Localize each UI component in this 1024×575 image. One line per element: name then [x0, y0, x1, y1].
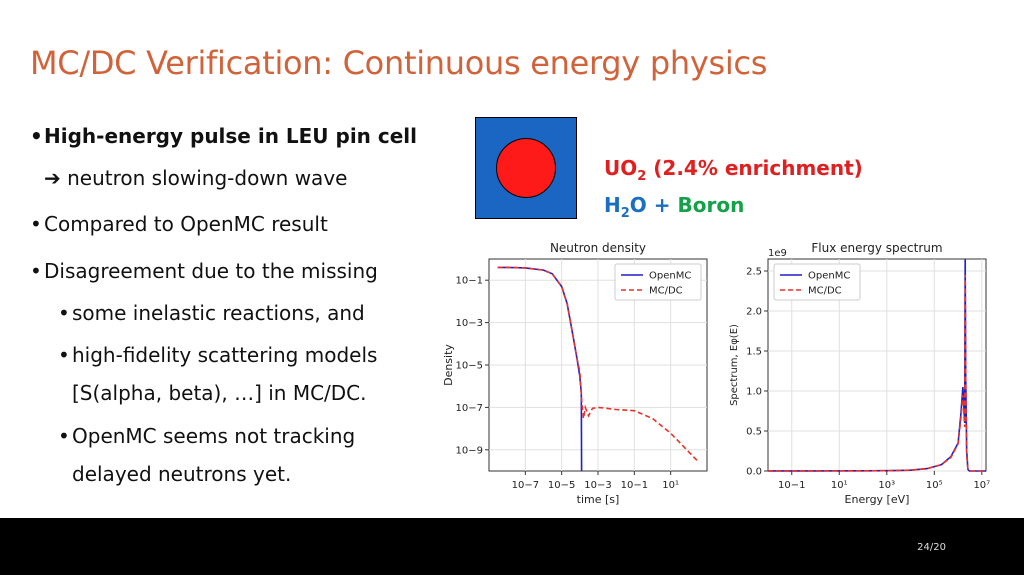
y-tick-label: 10−7 [456, 403, 483, 414]
page-number: 24/20 [917, 542, 946, 553]
x-axis-label: time [s] [577, 493, 620, 506]
x-tick-label: 10−1 [621, 480, 648, 491]
legend-box [773, 263, 861, 301]
x-tick-label: 10⁷ [973, 480, 990, 491]
legend-label: OpenMC [649, 271, 691, 282]
y-tick-label: 2.0 [746, 307, 762, 318]
series-line-mcdc [768, 274, 986, 472]
bullet-1: •High-energy pulse in LEU pin cell [30, 124, 418, 148]
legend-box [614, 263, 702, 301]
bullet-3: • Disagreement due to the missing [30, 259, 378, 283]
y-tick-label: 2.5 [746, 267, 762, 278]
y-axis-label: Spectrum, Eφ(E) [729, 324, 740, 406]
x-tick-label: 10⁵ [926, 480, 943, 491]
x-axis-label: Energy [eV] [845, 493, 910, 506]
x-tick-label: 10−5 [548, 480, 575, 491]
moderator-label: H2O + Boron [604, 193, 745, 221]
x-tick-label: 10−3 [584, 480, 611, 491]
y-tick-label: 10−9 [456, 445, 483, 456]
y-tick-label: 10−5 [456, 361, 483, 372]
offset-label: 1e9 [768, 248, 787, 259]
bullet-3a: • some inelastic reactions, and [58, 301, 365, 325]
chart-title: Flux energy spectrum [811, 241, 942, 255]
bullet-2: • Compared to OpenMC result [30, 212, 328, 236]
series-line-mcdc [497, 266, 699, 462]
neutron-density-chart: Neutron density time [s] Density 10−7 10−… [442, 241, 708, 506]
series-line-openmc [497, 266, 583, 472]
x-tick-label: 10³ [878, 480, 895, 491]
y-tick-label: 0.0 [746, 467, 762, 478]
flux-spectrum-chart: Flux energy spectrum 1e9 Energy [eV] Spe… [729, 241, 990, 506]
bullet-3b-cont: [S(alpha, beta), …] in MC/DC. [72, 381, 367, 405]
chart-title: Neutron density [550, 241, 646, 255]
y-tick-label: 10−3 [456, 318, 483, 329]
fuel-pellet [496, 138, 556, 198]
x-tick-label: 10¹ [662, 480, 679, 491]
fuel-label: UO2 (2.4% enrichment) [604, 156, 863, 184]
legend-label: OpenMC [808, 271, 850, 282]
bullet-3c: • OpenMC seems not tracking [58, 424, 356, 448]
y-tick-label: 1.5 [746, 347, 762, 358]
material-legend: UO2 (2.4% enrichment) H2O + Boron [604, 154, 863, 228]
slide-title: MC/DC Verification: Continuous energy ph… [30, 44, 768, 82]
y-tick-label: 0.5 [746, 427, 762, 438]
footer-bar: 24/20 [0, 518, 1024, 575]
bullet-3b: • high-fidelity scattering models [58, 343, 378, 367]
legend-label: MC/DC [808, 286, 842, 297]
y-axis-label: Density [442, 344, 455, 386]
x-tick-label: 10¹ [831, 480, 848, 491]
pin-cell-diagram [475, 117, 577, 219]
y-tick-label: 1.0 [746, 387, 762, 398]
legend-label: MC/DC [649, 286, 683, 297]
x-tick-label: 10−1 [778, 480, 805, 491]
bullet-3c-cont: delayed neutrons yet. [72, 462, 292, 486]
x-tick-label: 10−7 [512, 480, 539, 491]
y-tick-label: 10−1 [456, 276, 483, 287]
bullet-1-sub: ➔ neutron slowing-down wave [44, 166, 348, 190]
